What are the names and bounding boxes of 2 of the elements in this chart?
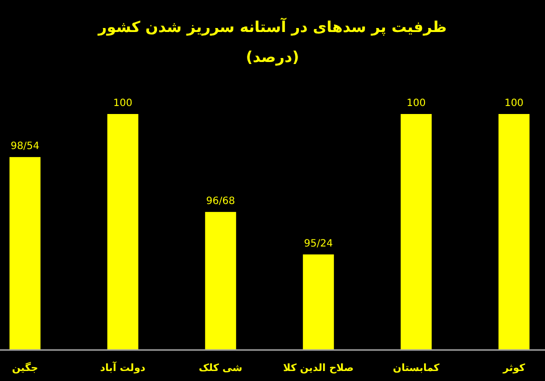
title: ظرفیت پر سدهای در آستانه سرریز شدن کشور: [98, 18, 447, 36]
subtitle: (درصد): [246, 48, 300, 66]
